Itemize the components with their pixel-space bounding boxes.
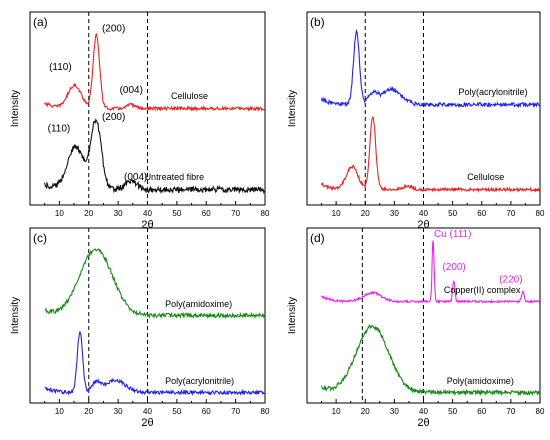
- panel-label: (c): [33, 231, 47, 245]
- peak-annotation: (004): [120, 85, 143, 96]
- series-label: Poly(amidoxime): [447, 376, 514, 386]
- x-tick-label: 80: [536, 209, 545, 218]
- peak-annotation: (004): [124, 172, 147, 183]
- x-axis-label: 2θ: [417, 417, 429, 429]
- peak-annotation: (110): [49, 62, 72, 73]
- x-tick-label: 60: [477, 407, 486, 416]
- x-tick-label: 60: [202, 209, 211, 218]
- peak-annotation: (200): [102, 23, 125, 34]
- x-tick-label: 50: [172, 209, 181, 218]
- series-line: [44, 331, 265, 396]
- x-tick-label: 10: [332, 407, 341, 416]
- chart-panel: 10 20 30 40 50 60 70 802θIntensity(a)Cellulose(…: [10, 11, 270, 231]
- x-tick-label: 10: [55, 407, 64, 416]
- x-tick-label: 70: [231, 407, 240, 416]
- x-tick-label: 60: [202, 407, 211, 416]
- panel-label: (a): [33, 15, 48, 29]
- series-label: Poly(acrylonitrile): [458, 87, 527, 97]
- panel-label: (d): [310, 231, 325, 245]
- peak-annotation: (110): [48, 124, 71, 135]
- x-tick-label: 30: [390, 209, 399, 218]
- x-tick-label: 30: [114, 407, 123, 416]
- series-line: [44, 32, 265, 113]
- x-tick-label: 40: [419, 209, 428, 218]
- x-tick-label: 80: [261, 209, 270, 218]
- series-line: [321, 324, 540, 397]
- series-line: [321, 28, 540, 109]
- x-tick-label: 60: [477, 209, 486, 218]
- chart-panel: 10 20 30 40 50 60 70 802θIntensity(b)Poly(acryl…: [287, 11, 545, 231]
- series-label: Poly(acrylonitrile): [165, 376, 234, 386]
- x-tick-label: 80: [536, 407, 545, 416]
- x-tick-label: 30: [114, 209, 123, 218]
- chart-panel: 10 20 30 40 50 60 70 80 2θ Intensity (d) Copper(II)…: [287, 227, 545, 429]
- x-tick-label: 50: [448, 209, 457, 218]
- series-line: [44, 248, 265, 320]
- x-tick-label: 20: [361, 407, 370, 416]
- series-label: Copper(II) complex: [444, 285, 521, 295]
- y-axis-label: Intensity: [287, 90, 298, 127]
- x-tick-label: 20: [361, 209, 370, 218]
- x-tick-label: 50: [448, 407, 457, 416]
- x-tick-label: 10: [55, 209, 64, 218]
- y-axis-label: Intensity: [10, 297, 21, 334]
- series-label: Untreated fibre: [145, 172, 205, 182]
- series-label: Cellulose: [467, 172, 504, 182]
- x-tick-label: 20: [84, 209, 93, 218]
- series-line: [321, 239, 540, 305]
- peak-annotation: (220): [499, 274, 522, 285]
- y-axis-label: Intensity: [10, 90, 21, 127]
- chart-panel: 10 20 30 40 50 60 70 80 2θ Intensity (c) Poly(amido…: [10, 227, 270, 429]
- peak-annotation: (200): [442, 262, 465, 273]
- x-tick-label: 40: [143, 407, 152, 416]
- series-line: [321, 116, 540, 194]
- x-tick-label: 10: [332, 209, 341, 218]
- x-tick-label: 70: [506, 407, 515, 416]
- y-axis-label: Intensity: [287, 297, 298, 334]
- x-tick-label: 40: [143, 209, 152, 218]
- x-axis-label: 2θ: [141, 417, 153, 429]
- panel-label: (b): [310, 15, 325, 29]
- peak-annotation: Cu (111): [434, 229, 471, 240]
- x-tick-label: 20: [84, 407, 93, 416]
- series-label: Poly(amidoxime): [165, 299, 232, 309]
- series-label: Cellulose: [171, 91, 208, 101]
- x-tick-label: 70: [506, 209, 515, 218]
- x-tick-label: 70: [231, 209, 240, 218]
- x-tick-label: 80: [261, 407, 270, 416]
- x-tick-label: 30: [390, 407, 399, 416]
- x-tick-label: 40: [419, 407, 428, 416]
- series-line: [44, 118, 265, 195]
- x-tick-label: 50: [172, 407, 181, 416]
- peak-annotation: (200): [102, 112, 125, 123]
